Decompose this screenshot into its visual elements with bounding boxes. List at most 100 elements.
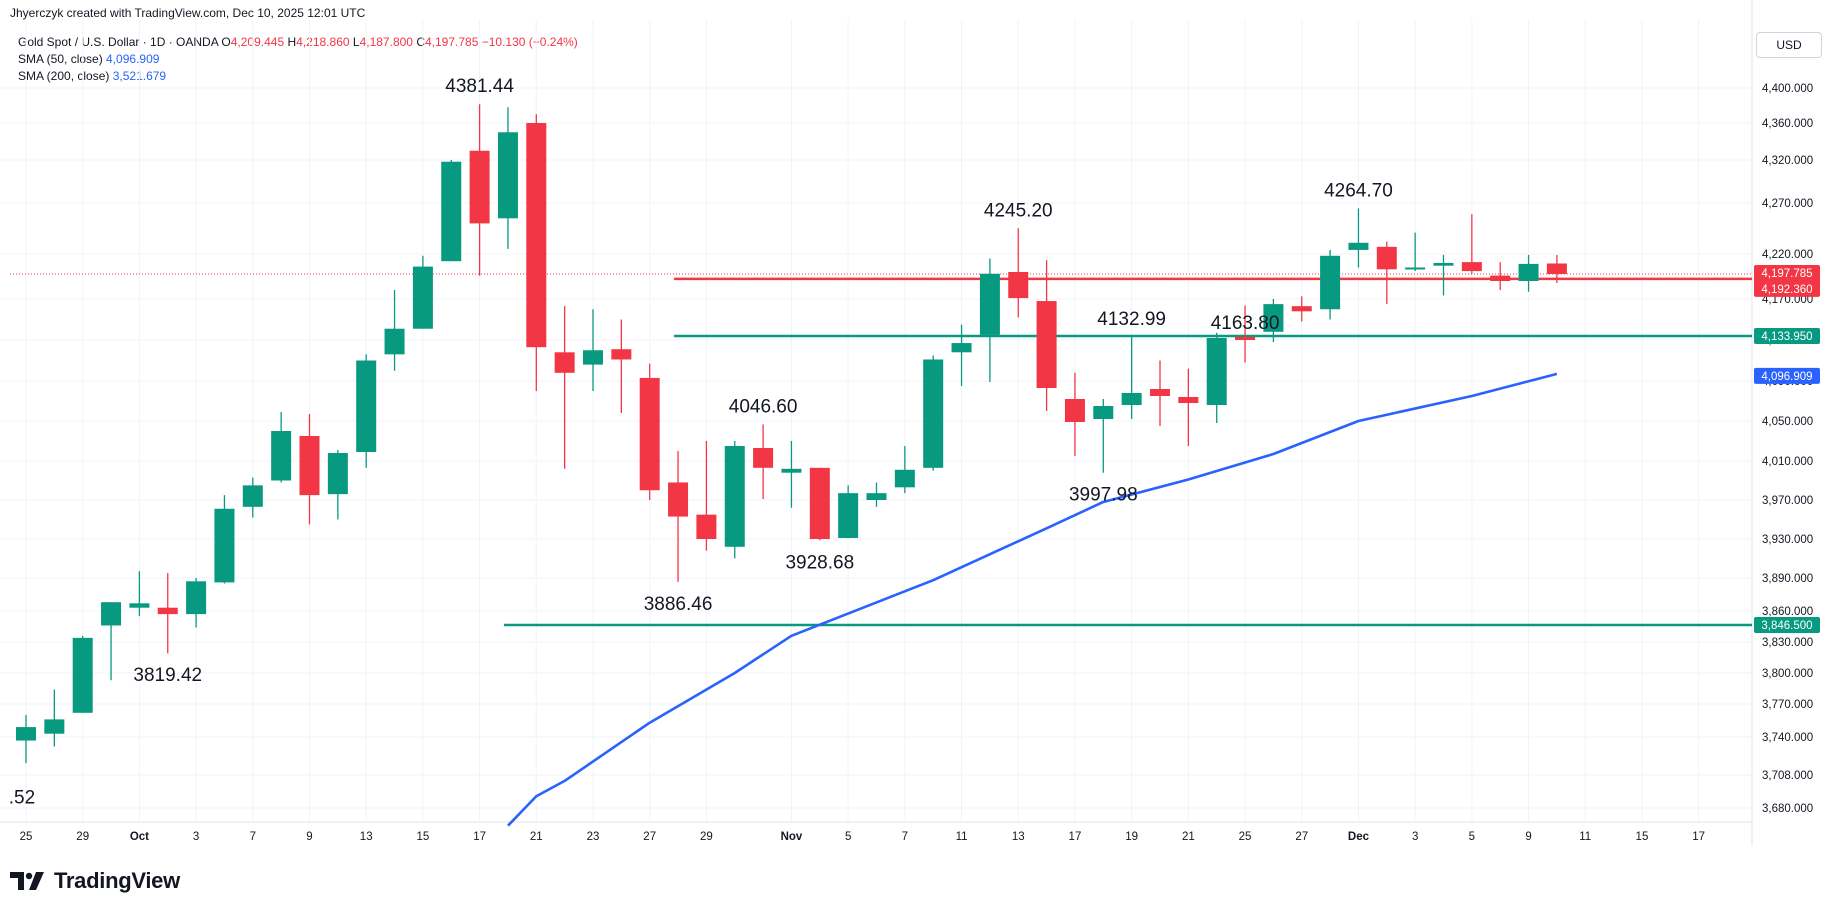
time-tick-label: 21 xyxy=(530,831,543,843)
candle-body xyxy=(554,352,575,373)
candle xyxy=(327,450,348,520)
candle xyxy=(497,107,518,249)
price-tick-label: 3,830.000 xyxy=(1762,637,1813,649)
candle-body xyxy=(1320,255,1341,310)
price-tick-label: 3,770.000 xyxy=(1762,699,1813,711)
time-tick-label: 7 xyxy=(250,831,256,843)
candle xyxy=(1461,214,1482,274)
candle-body xyxy=(186,581,207,615)
time-tick-label: 27 xyxy=(1295,831,1308,843)
low-label: L xyxy=(352,35,360,49)
candle xyxy=(186,578,207,628)
price-tick-label: 4,320.000 xyxy=(1762,155,1813,167)
time-tick-label: 9 xyxy=(1525,831,1531,843)
candle-body xyxy=(866,493,887,500)
candle-body xyxy=(1348,242,1369,250)
price-annotation: 3928.68 xyxy=(785,552,854,573)
price-tags: 4,197.78509:58:414,192.3604,133.9504,096… xyxy=(1754,264,1820,633)
price-tick-label: 3,708.000 xyxy=(1762,770,1813,782)
price-tick-label: 3,860.000 xyxy=(1762,606,1813,618)
sma50-line xyxy=(507,372,1558,827)
candle-body xyxy=(753,448,774,468)
low-value: 4,187.800 xyxy=(359,35,413,49)
currency-selector[interactable]: USD xyxy=(1756,32,1822,58)
candle-body xyxy=(1546,263,1567,274)
candle-body xyxy=(497,132,518,219)
candle-body xyxy=(242,485,263,507)
candle-body xyxy=(129,603,150,608)
time-tick-label: 25 xyxy=(20,831,33,843)
support-tag-upper: 4,133.950 xyxy=(1754,327,1820,344)
candle xyxy=(894,446,915,494)
candle xyxy=(129,571,150,617)
time-tick-label: 19 xyxy=(1125,831,1138,843)
candle-body xyxy=(1206,337,1227,405)
candle xyxy=(384,290,405,371)
open-value: 4,209.445 xyxy=(230,35,285,49)
price-annotation: 3997.98 xyxy=(1069,485,1138,506)
price-annotation: 4132.99 xyxy=(1097,309,1166,330)
candle-body xyxy=(696,514,717,539)
candle xyxy=(1490,262,1511,290)
resistance-tag-text: 4,192.360 xyxy=(1761,284,1812,296)
tradingview-logo[interactable]: TradingView xyxy=(10,868,180,894)
price-chart[interactable]: 4381.44 4245.20 4264.70 4046.60 4132.99 4163.… xyxy=(0,0,1835,860)
resistance-tag: 4,192.360 xyxy=(1754,280,1820,297)
candle xyxy=(1008,228,1029,318)
price-tick-label: 3,800.000 xyxy=(1762,668,1813,680)
time-axis: 25 29 Oct 3 7 9 13 15 17 21 23 27 29 Nov 5 7 11 13 17 19 21 2… xyxy=(20,831,1705,843)
candle-body xyxy=(441,161,462,262)
candle-body xyxy=(611,349,632,360)
candle xyxy=(1348,208,1369,268)
support-tag-upper-bg xyxy=(1754,327,1820,344)
candle xyxy=(1291,296,1312,322)
candle xyxy=(526,114,547,391)
price-tick-label: 4,270.000 xyxy=(1762,198,1813,210)
time-tick-label: 11 xyxy=(1579,831,1591,843)
tradingview-logo-icon xyxy=(10,872,44,890)
candle-body xyxy=(469,150,490,224)
time-tick-label: Oct xyxy=(130,831,149,843)
time-tick-label: 7 xyxy=(902,831,908,843)
candle-body xyxy=(1121,393,1142,405)
price-annotations: 4381.44 4245.20 4264.70 4046.60 4132.99 4163.… xyxy=(9,76,1393,808)
price-annotation: 4264.70 xyxy=(1324,180,1393,201)
price-tick-label: 4,360.000 xyxy=(1762,118,1813,130)
sma200-label: SMA (200, close) xyxy=(18,69,110,83)
sma50-label: SMA (50, close) xyxy=(18,52,103,66)
price-tick-label: 4,220.000 xyxy=(1762,249,1813,261)
sma50-value: 4,096.909 xyxy=(106,52,160,66)
candle-body xyxy=(1036,301,1057,388)
candle xyxy=(724,441,745,559)
candle-body xyxy=(894,469,915,488)
time-tick-label: 23 xyxy=(587,831,600,843)
candle xyxy=(16,715,36,764)
candle-body xyxy=(1178,397,1199,403)
candles xyxy=(16,104,1567,764)
time-tick-label: 29 xyxy=(76,831,89,843)
price-tick-label: 3,890.000 xyxy=(1762,573,1813,585)
candle xyxy=(866,482,887,507)
sma50-tag-bg xyxy=(1754,367,1820,384)
candle xyxy=(1036,260,1057,411)
sma50-polyline xyxy=(507,372,1558,827)
candle xyxy=(44,689,65,747)
change-value: −10.130 (−0.24%) xyxy=(481,35,578,49)
candle-body xyxy=(72,637,93,713)
sma50-legend-row[interactable]: SMA (50, close) 4,096.909 xyxy=(18,51,578,68)
candle-body xyxy=(299,436,320,496)
price-annotation: 4046.60 xyxy=(729,396,798,417)
candle xyxy=(441,160,462,262)
candle-body xyxy=(1405,267,1426,270)
candle-body xyxy=(44,719,65,734)
time-tick-label: 13 xyxy=(1012,831,1025,843)
candle-body xyxy=(724,446,745,547)
symbol-name[interactable]: Gold Spot / U.S. Dollar · 1D · OANDA xyxy=(18,35,219,49)
candle xyxy=(696,441,717,551)
price-tick-label: 4,400.000 xyxy=(1762,83,1813,95)
candle xyxy=(753,424,774,500)
price-annotation: 3886.46 xyxy=(644,594,713,615)
candle xyxy=(809,467,830,541)
candle xyxy=(781,441,802,508)
chart-legend: Gold Spot / U.S. Dollar · 1D · OANDA O4,… xyxy=(18,34,578,85)
